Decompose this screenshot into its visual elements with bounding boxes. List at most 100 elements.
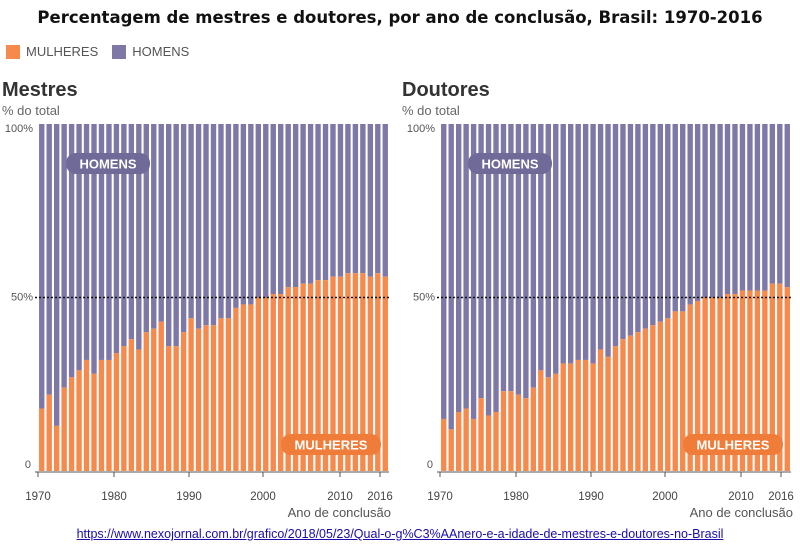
bar-homens: [500, 124, 507, 392]
bar-mulheres: [493, 412, 499, 471]
y-tick-label: 100%: [407, 123, 435, 135]
bar-homens: [270, 124, 276, 295]
bar-mulheres: [523, 398, 529, 471]
bar-mulheres: [627, 335, 634, 471]
bar-homens: [553, 124, 559, 374]
chart-title: Percentagem de mestres e doutores, por a…: [37, 8, 763, 27]
label-bg-mulheres: [281, 434, 381, 455]
bar-homens: [732, 124, 738, 295]
bar-homens: [322, 124, 329, 281]
bar-mulheres: [382, 276, 388, 471]
panel-doutores: Doutores % do total 100% 50% 0 1970 1980 1990 20…: [402, 79, 794, 520]
bar-mulheres: [263, 297, 269, 471]
bar-homens: [39, 124, 45, 409]
bar-mulheres: [91, 373, 97, 471]
x-tick-label: 1980: [101, 491, 127, 503]
bar-mulheres: [53, 425, 60, 471]
bar-mulheres: [315, 280, 321, 471]
panel-title-mestres: Mestres: [2, 79, 78, 101]
y-tick-label: 50%: [11, 292, 33, 304]
bar-homens: [627, 124, 634, 336]
bar-homens: [724, 124, 731, 295]
inline-label-mulheres: MULHERES: [295, 438, 368, 453]
bar-homens: [605, 124, 611, 357]
bar-mulheres: [330, 276, 336, 471]
bar-homens: [642, 124, 649, 329]
bar-mulheres: [650, 325, 656, 471]
bar-mulheres: [597, 349, 604, 471]
bar-homens: [255, 124, 261, 298]
bar-mulheres: [61, 387, 67, 471]
bar-homens: [694, 124, 701, 301]
bar-homens: [91, 124, 97, 374]
x-tick-label: 1990: [176, 491, 202, 503]
legend-label-mulheres: MULHERES: [26, 44, 99, 59]
bar-homens: [687, 124, 693, 305]
bar-homens: [367, 124, 374, 277]
bar-mulheres: [657, 321, 663, 471]
x-tick-label: 2016: [367, 491, 393, 503]
bar-mulheres: [68, 377, 75, 471]
bar-homens: [680, 124, 686, 312]
bar-homens: [538, 124, 544, 371]
source-link[interactable]: https://www.nexojornal.com.br/grafico/20…: [76, 527, 724, 541]
bar-mulheres: [575, 359, 581, 471]
x-axis-label-mestres: Ano de conclusão: [288, 505, 391, 520]
x-tick-label: 2000: [250, 491, 276, 503]
bar-homens: [762, 124, 768, 291]
bar-homens: [612, 124, 619, 347]
bar-homens: [582, 124, 589, 360]
bar-mulheres: [136, 349, 142, 471]
bar-mulheres: [166, 346, 172, 471]
bar-homens: [382, 124, 388, 277]
bar-homens: [657, 124, 663, 322]
x-tick-label: 1980: [503, 491, 529, 503]
bar-homens: [98, 124, 105, 360]
bar-homens: [173, 124, 179, 347]
bar-homens: [285, 124, 291, 288]
bar-homens: [672, 124, 678, 312]
bar-mulheres: [337, 276, 344, 471]
bar-mulheres: [665, 318, 671, 471]
legend: MULHERES HOMENS: [6, 44, 203, 59]
bar-mulheres: [248, 304, 254, 471]
bar-mulheres: [762, 290, 768, 471]
bar-homens: [747, 124, 753, 291]
bar-mulheres: [553, 373, 559, 471]
bar-homens: [560, 124, 566, 364]
bar-mulheres: [717, 297, 723, 471]
label-bg-mulheres: [683, 434, 783, 455]
bar-mulheres: [143, 332, 149, 471]
bar-homens: [337, 124, 344, 277]
bar-homens: [278, 124, 284, 295]
bar-mulheres: [777, 283, 783, 471]
legend-swatch-mulheres: [6, 44, 20, 59]
bar-mulheres: [188, 318, 194, 471]
bar-mulheres: [128, 339, 135, 471]
bar-homens: [188, 124, 194, 319]
bar-homens: [568, 124, 574, 364]
bar-mulheres: [702, 297, 708, 471]
bar-mulheres: [255, 297, 261, 471]
bar-mulheres: [754, 290, 761, 471]
bar-mulheres: [612, 346, 619, 471]
bar-homens: [248, 124, 254, 305]
y-tick-label: 50%: [413, 292, 435, 304]
bar-homens: [523, 124, 529, 399]
bar-mulheres: [210, 325, 217, 471]
bar-homens: [777, 124, 783, 284]
bar-mulheres: [307, 283, 314, 471]
bar-mulheres: [463, 408, 469, 471]
legend-label-homens: HOMENS: [132, 44, 190, 59]
label-bg-homens: [468, 153, 552, 174]
bar-mulheres: [352, 273, 359, 471]
bar-mulheres: [694, 300, 701, 471]
bar-homens: [53, 124, 60, 426]
x-axis-label-doutores: Ano de conclusão: [690, 505, 793, 520]
bar-homens: [665, 124, 671, 319]
legend-item-homens: HOMENS: [112, 44, 189, 59]
bar-homens: [240, 124, 247, 305]
bar-mulheres: [478, 398, 484, 471]
x-tick-label: 2000: [652, 491, 678, 503]
bar-mulheres: [322, 280, 329, 471]
